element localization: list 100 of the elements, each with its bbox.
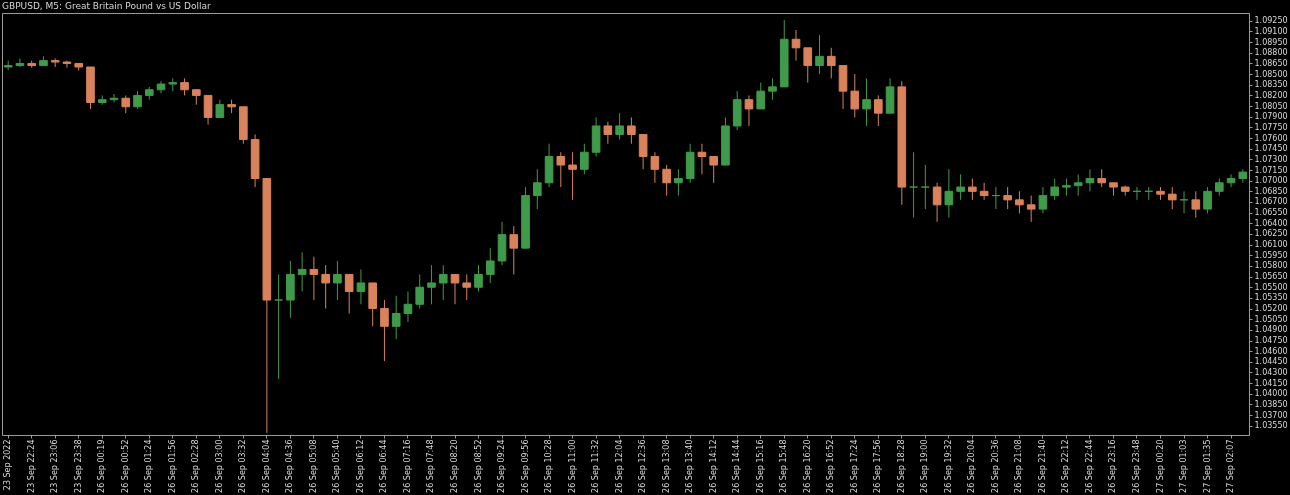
x-tick-label: 26 Sep 13:08 <box>661 439 671 493</box>
x-tick-label: 26 Sep 01:56 <box>167 439 177 493</box>
candlestick <box>1167 186 1177 210</box>
x-tick-label: 27 Sep 00:20 <box>1155 439 1165 493</box>
x-tick-label: 26 Sep 17:56 <box>873 439 883 493</box>
candlestick <box>627 116 636 145</box>
x-tick-label: 26 Sep 08:20 <box>450 439 459 493</box>
candlestick <box>203 94 213 126</box>
y-tick-label: 1.07150 <box>1254 165 1288 175</box>
candlestick <box>1015 190 1024 214</box>
candlestick <box>415 273 425 310</box>
candlestick <box>580 143 589 175</box>
y-tick-label: 1.08200 <box>1254 90 1288 100</box>
x-tick-label: 26 Sep 20:04 <box>967 439 977 493</box>
y-tick-label: 1.03850 <box>1254 399 1288 409</box>
candlestick <box>15 57 25 68</box>
x-tick-label: 27 Sep 01:03 <box>1179 439 1189 493</box>
candlestick <box>826 47 836 79</box>
candlestick <box>803 47 813 84</box>
candlestick <box>662 164 671 197</box>
y-tick-label: 1.09250 <box>1254 16 1288 26</box>
x-tick-label: 26 Sep 18:28 <box>896 439 906 493</box>
candlestick <box>709 156 719 184</box>
candlestick <box>427 264 436 305</box>
candlestick <box>909 151 918 219</box>
x-tick-label: 26 Sep 02:28 <box>191 439 201 493</box>
candlestick <box>1203 186 1212 214</box>
y-tick-label: 1.06250 <box>1254 229 1288 239</box>
y-tick-label: 1.05050 <box>1254 314 1288 324</box>
y-tick-label: 1.08500 <box>1254 69 1288 79</box>
candlestick <box>697 143 707 175</box>
x-tick-label: 26 Sep 08:52 <box>473 439 483 493</box>
candlestick <box>356 268 366 305</box>
y-tick-label: 1.04300 <box>1254 367 1288 377</box>
x-tick-label: 26 Sep 09:24 <box>497 439 507 493</box>
y-tick-label: 1.06700 <box>1254 197 1288 207</box>
y-tick-label: 1.03550 <box>1254 421 1288 431</box>
candlestick <box>921 164 930 210</box>
y-tick-label: 1.05200 <box>1254 304 1288 314</box>
y-tick-label: 1.05950 <box>1254 250 1288 260</box>
candlestick <box>485 247 495 284</box>
candlestick <box>309 256 319 301</box>
x-tick-label: 26 Sep 19:00 <box>920 439 930 493</box>
x-tick-label: 26 Sep 04:04 <box>261 439 271 493</box>
x-tick-label: 23 Sep 23:38 <box>73 439 83 493</box>
x-tick-label: 26 Sep 11:00 <box>567 439 577 493</box>
candlestick <box>1191 190 1201 219</box>
x-tick-label: 26 Sep 14:12 <box>708 439 718 493</box>
candlestick <box>603 121 613 145</box>
candlestick <box>509 225 519 275</box>
y-tick-label: 1.04000 <box>1254 389 1288 399</box>
x-tick-label: 26 Sep 21:40 <box>1037 439 1047 493</box>
x-tick-label: 26 Sep 05:40 <box>332 439 342 493</box>
x-tick-label: 26 Sep 12:04 <box>614 439 624 493</box>
candlestick <box>403 290 413 323</box>
candlestick <box>1073 173 1083 197</box>
y-tick-label: 1.08800 <box>1254 48 1288 58</box>
x-tick-label: 26 Sep 19:32 <box>943 439 953 493</box>
x-tick-label: 26 Sep 03:32 <box>238 439 248 493</box>
y-tick-label: 1.05650 <box>1254 272 1288 282</box>
candlestick <box>956 173 965 201</box>
y-tick-label: 1.04600 <box>1254 346 1288 356</box>
candlestick <box>850 73 860 118</box>
x-tick-label: 26 Sep 11:32 <box>591 439 601 493</box>
x-tick-label: 26 Sep 00:19 <box>97 439 107 493</box>
candlestick <box>650 151 660 184</box>
x-tick-label: 26 Sep 01:24 <box>144 439 154 493</box>
x-tick-label: 23 Sep 2022 <box>3 439 13 491</box>
candlestick <box>1026 195 1036 223</box>
candlestick <box>532 168 542 210</box>
candlestick <box>321 264 330 310</box>
y-tick-label: 1.05350 <box>1254 293 1288 303</box>
y-tick-label: 1.08350 <box>1254 80 1288 90</box>
x-tick-label: 26 Sep 00:52 <box>120 439 130 493</box>
x-tick-label: 26 Sep 06:44 <box>379 439 389 493</box>
candlestick <box>968 178 977 201</box>
candlestick <box>756 82 766 110</box>
y-tick-label: 1.04150 <box>1254 378 1288 388</box>
y-tick-label: 1.07300 <box>1254 154 1288 164</box>
candlestick <box>438 264 448 301</box>
x-tick-label: 23 Sep 23:06 <box>50 439 60 493</box>
candlestick <box>944 168 954 219</box>
candlestick <box>862 77 871 127</box>
x-tick-label: 26 Sep 15:16 <box>755 439 765 493</box>
candlestick <box>297 251 307 292</box>
y-tick-label: 1.08050 <box>1254 101 1288 111</box>
y-tick-label: 1.03700 <box>1254 410 1288 420</box>
y-tick-label: 1.04750 <box>1254 336 1288 346</box>
candlestick <box>932 182 942 223</box>
candlestick <box>615 112 624 140</box>
candlestick <box>474 264 483 292</box>
y-tick-label: 1.08950 <box>1254 37 1288 47</box>
x-tick-label: 26 Sep 13:40 <box>685 439 695 493</box>
y-tick-label: 1.06850 <box>1254 186 1288 196</box>
y-tick-label: 1.05500 <box>1254 282 1288 292</box>
candlestick <box>873 94 883 127</box>
y-tick-label: 1.04900 <box>1254 325 1288 335</box>
y-tick-label: 1.08650 <box>1254 58 1288 68</box>
y-tick-label: 1.07000 <box>1254 176 1288 186</box>
x-tick-label: 26 Sep 22:44 <box>1084 439 1094 493</box>
